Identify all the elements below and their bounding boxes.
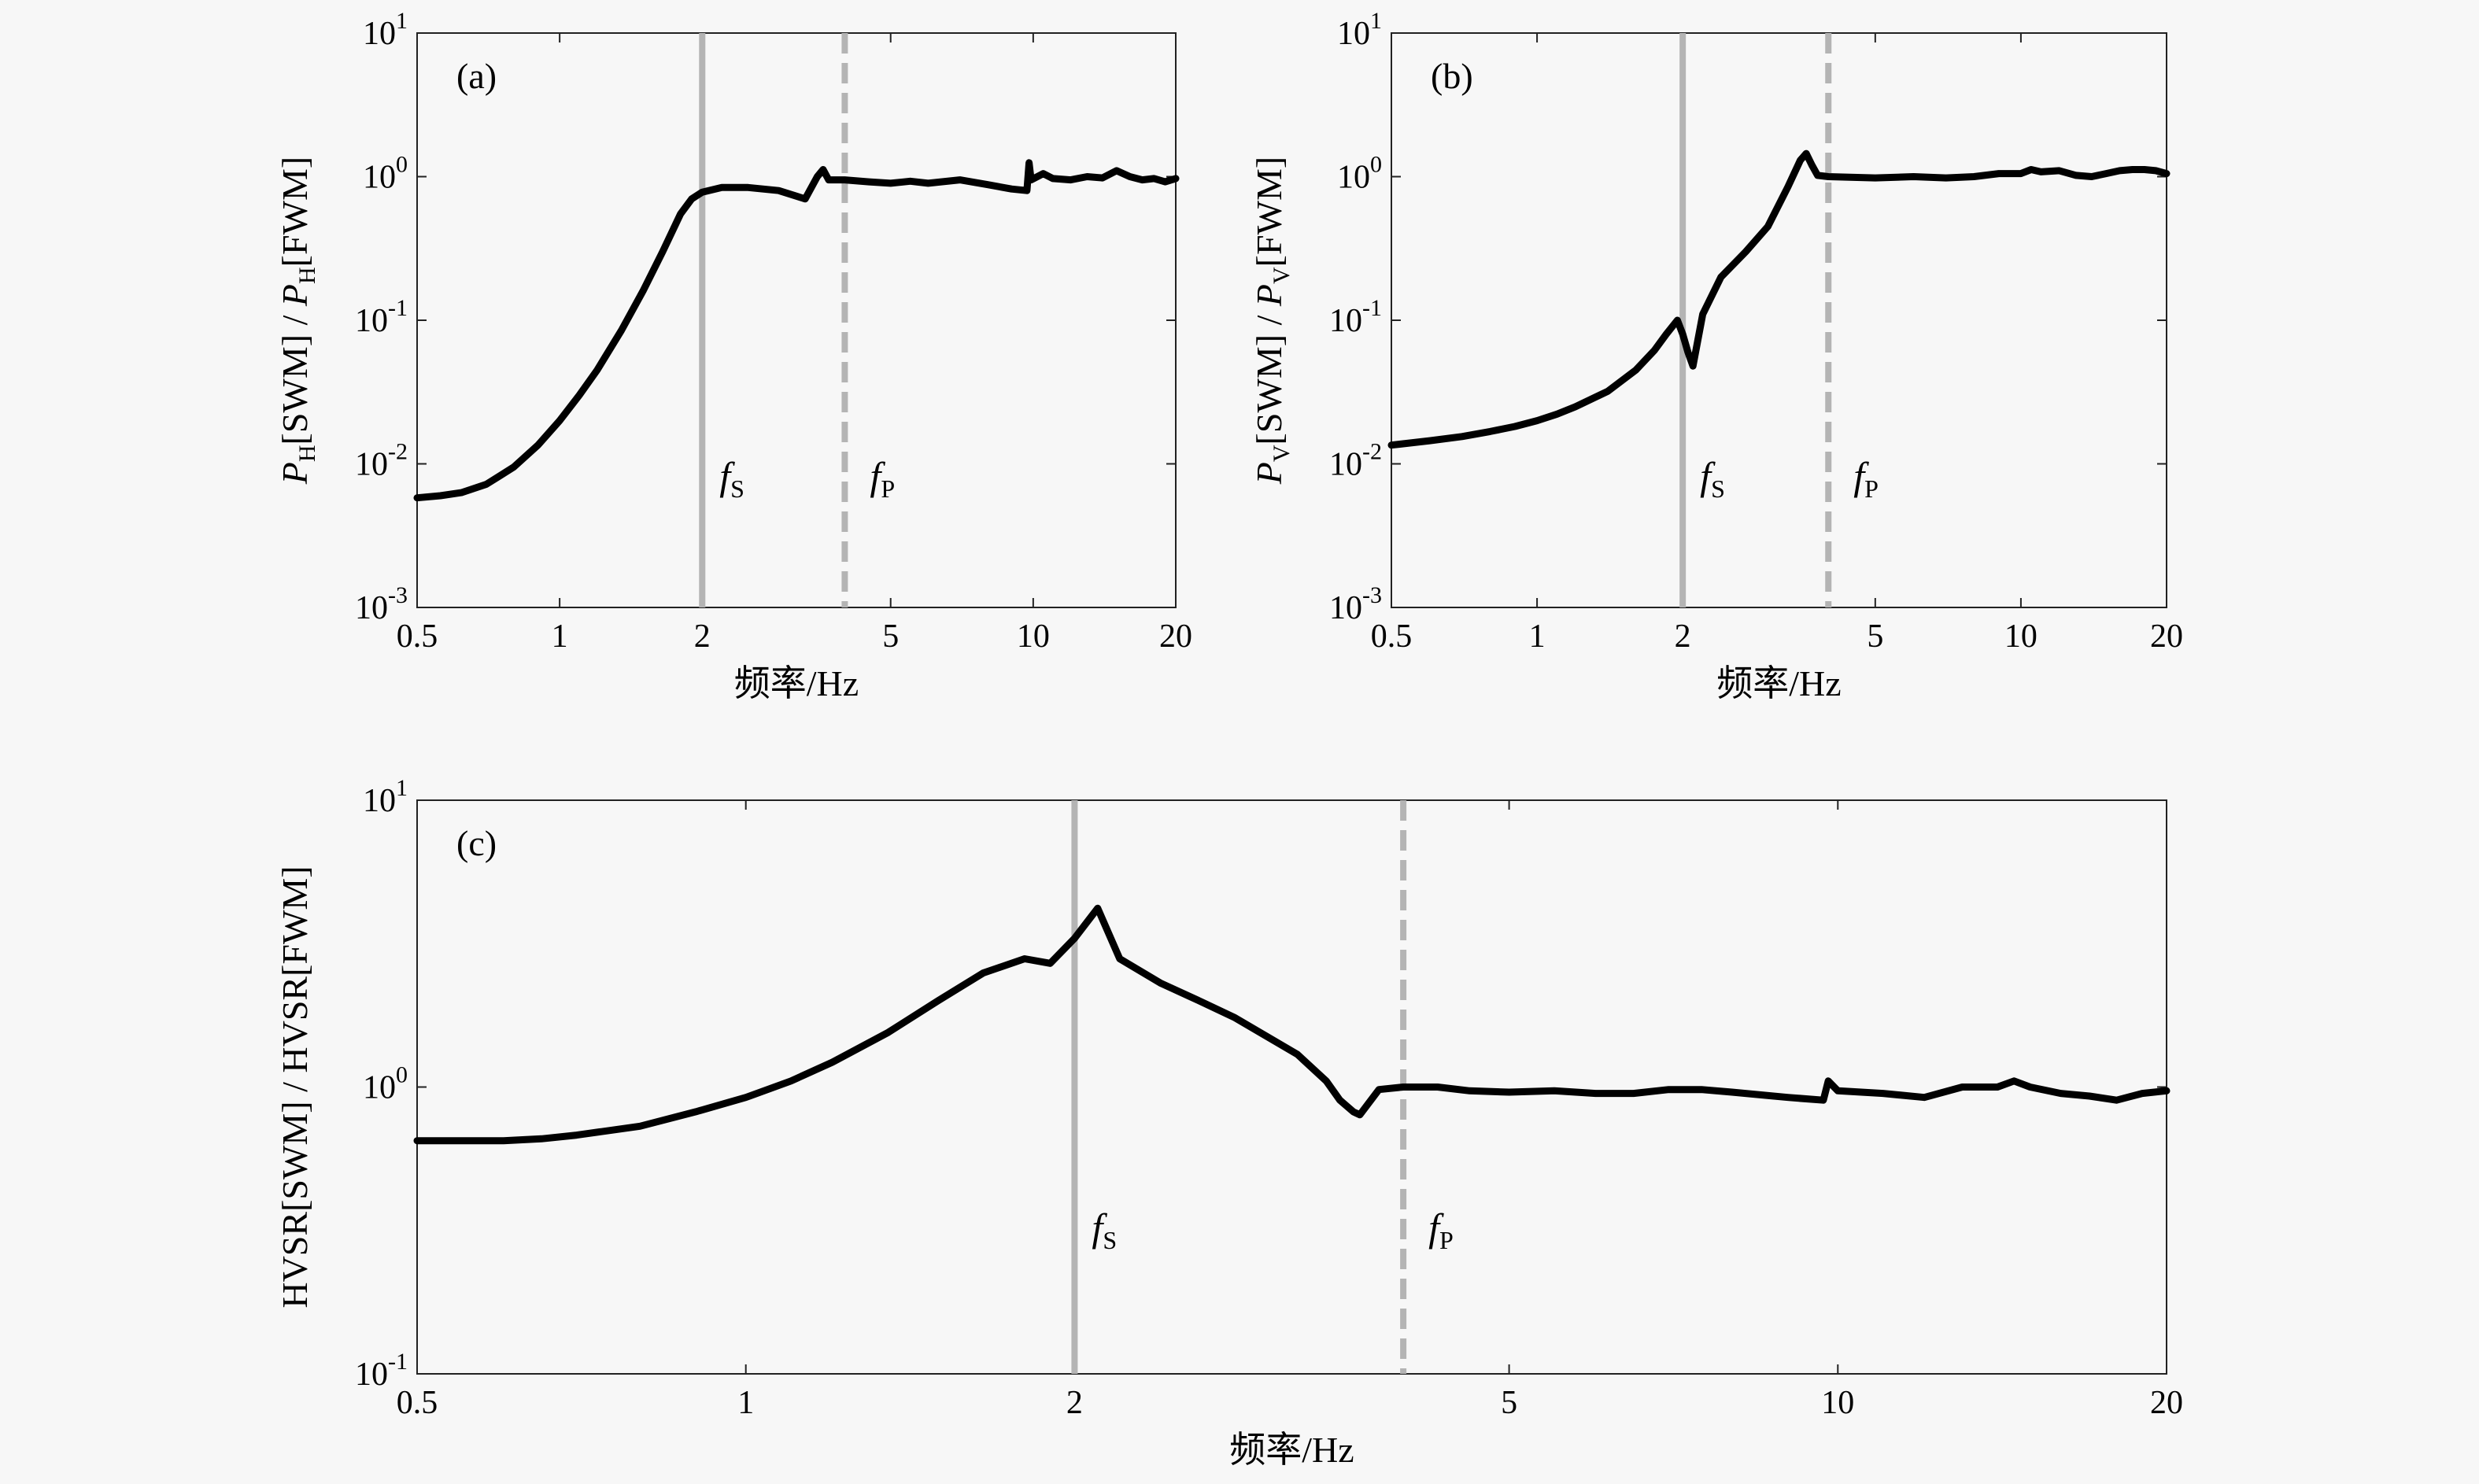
x-tick-label: 0.5 — [1371, 618, 1413, 655]
y-tick-label: 101 — [363, 8, 408, 52]
panel-b: 0.5 1 2 5 10 20 10-3 10-2 10-1 100 101 fS fP (b) 频率/Hz… — [1249, 8, 2183, 703]
panel-label: (a) — [456, 56, 497, 96]
y-tick-label: 10-2 — [1329, 439, 1382, 483]
y-tick-label: 10-3 — [1329, 582, 1382, 626]
panel-label: (c) — [456, 823, 497, 863]
x-tick-label: 20 — [2150, 1385, 2183, 1421]
y-axis-label: PV​[SWM] / PV​[FWM] — [1249, 157, 1295, 485]
x-tick-label: 0.5 — [397, 1385, 438, 1421]
x-tick-label: 20 — [2150, 618, 2183, 655]
fs-label: fS — [1700, 454, 1725, 503]
x-tick-label: 1 — [1529, 618, 1546, 655]
x-axis-label: 频率/Hz — [1716, 663, 1841, 703]
x-tick-label: 1 — [552, 618, 568, 655]
y-tick-label: 10-1 — [355, 1349, 408, 1393]
x-tick-label: 1 — [737, 1385, 754, 1421]
x-tick-label: 10 — [1821, 1385, 1854, 1421]
y-axis-label: PH​[SWM] / PH​[FWM] — [275, 157, 320, 485]
x-tick-label: 10 — [1017, 618, 1050, 655]
fs-label: fS — [719, 454, 744, 503]
plot-frame-b — [1391, 32, 2167, 608]
panel-a: 0.5 1 2 5 10 20 10-3 10-2 10-1 100 101 fS fP (a) 频率/Hz… — [275, 8, 1192, 703]
x-tick-label: 20 — [1159, 618, 1192, 655]
x-tick-label: 0.5 — [397, 618, 438, 655]
x-tick-label: 2 — [694, 618, 711, 655]
y-tick-label: 100 — [363, 1062, 408, 1106]
series-line-c — [413, 904, 2171, 1145]
fp-label: fP — [1428, 1205, 1454, 1254]
y-tick-label: 100 — [363, 152, 408, 196]
x-tick-label: 10 — [2004, 618, 2038, 655]
y-tick-label: 101 — [1337, 8, 1382, 52]
y-tick-label: 10-1 — [355, 295, 408, 339]
series-line-a — [413, 159, 1180, 502]
series-line-b — [1387, 150, 2171, 449]
x-tick-label: 5 — [1867, 618, 1883, 655]
y-tick-label: 100 — [1337, 152, 1382, 196]
x-axis-label: 频率/Hz — [734, 663, 859, 703]
x-tick-label: 5 — [882, 618, 899, 655]
y-tick-label: 10-2 — [355, 439, 408, 483]
x-tick-label: 5 — [1501, 1385, 1517, 1421]
y-tick-label: 10-1 — [1329, 295, 1382, 339]
fp-label: fP — [1853, 454, 1879, 503]
panel-c: 0.5 1 2 5 10 20 10-1 100 101 fS fP (c) 频率/Hz HVSR[SWM… — [275, 775, 2183, 1470]
y-tick-label: 101 — [363, 775, 408, 819]
x-tick-label: 2 — [1066, 1385, 1083, 1421]
y-axis-label: HVSR[SWM] / HVSR[FWM] — [275, 866, 315, 1308]
panel-label: (b) — [1431, 56, 1473, 96]
fp-label: fP — [870, 454, 895, 503]
x-tick-label: 2 — [1675, 618, 1691, 655]
y-tick-label: 10-3 — [355, 582, 408, 626]
plot-frame-a — [416, 32, 1177, 608]
fs-label: fS — [1092, 1205, 1117, 1254]
plot-frame-c — [416, 799, 2167, 1375]
x-axis-label: 频率/Hz — [1229, 1430, 1354, 1470]
